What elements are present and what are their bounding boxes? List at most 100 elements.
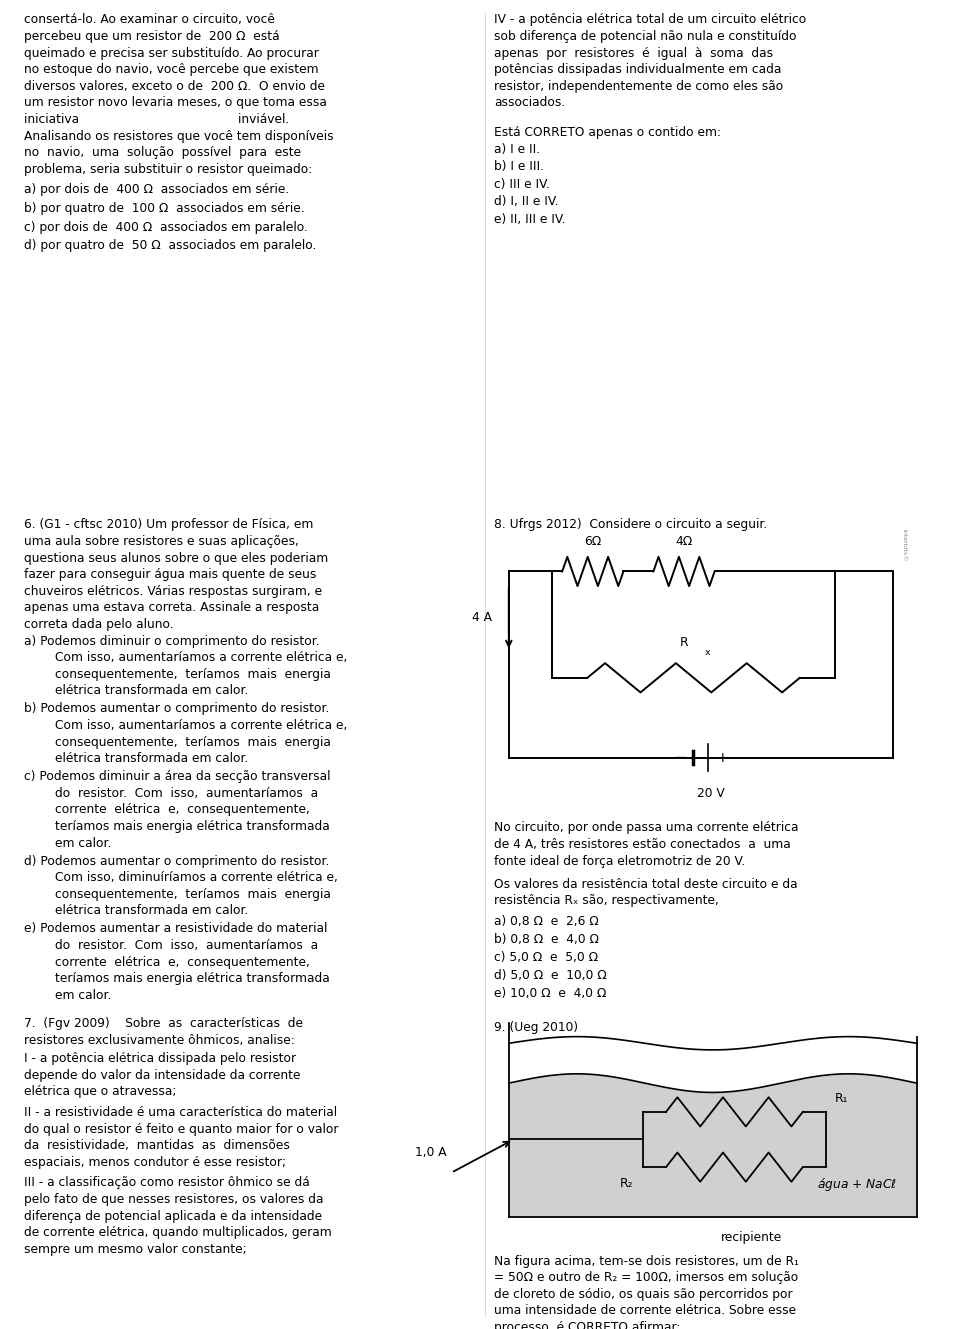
Text: no  navio,  uma  solução  possível  para  este: no navio, uma solução possível para este	[24, 146, 301, 159]
Text: percebeu que um resistor de  200 Ω  está: percebeu que um resistor de 200 Ω está	[24, 29, 279, 43]
Text: do  resistor.  Com  isso,  aumentaríamos  a: do resistor. Com isso, aumentaríamos a	[55, 938, 318, 952]
Text: em calor.: em calor.	[55, 836, 111, 849]
Text: correta dada pelo aluno.: correta dada pelo aluno.	[24, 618, 174, 631]
Text: resistência Rₓ são, respectivamente,: resistência Rₓ são, respectivamente,	[494, 894, 719, 908]
Text: Os valores da resistência total deste circuito e da: Os valores da resistência total deste ci…	[494, 878, 798, 890]
Text: um resistor novo levaria meses, o que toma essa: um resistor novo levaria meses, o que to…	[24, 96, 326, 109]
Text: sob diferença de potencial não nula e constituído: sob diferença de potencial não nula e co…	[494, 29, 797, 43]
Text: d) Podemos aumentar o comprimento do resistor.: d) Podemos aumentar o comprimento do res…	[24, 855, 329, 868]
Text: resistor, independentemente de como eles são: resistor, independentemente de como eles…	[494, 80, 783, 93]
Text: II - a resistividade é uma característica do material: II - a resistividade é uma característic…	[24, 1106, 337, 1119]
Text: espaciais, menos condutor é esse resistor;: espaciais, menos condutor é esse resisto…	[24, 1156, 286, 1170]
Text: sempre um mesmo valor constante;: sempre um mesmo valor constante;	[24, 1243, 247, 1256]
Text: R₂: R₂	[620, 1176, 634, 1189]
Text: elétrica transformada em calor.: elétrica transformada em calor.	[55, 752, 248, 766]
Text: fazer para conseguir água mais quente de seus: fazer para conseguir água mais quente de…	[24, 567, 317, 581]
Text: problema, seria substituir o resistor queimado:: problema, seria substituir o resistor qu…	[24, 162, 312, 175]
Text: d) por quatro de  50 Ω  associados em paralelo.: d) por quatro de 50 Ω associados em para…	[24, 239, 317, 253]
Text: consequentemente,  teríamos  mais  energia: consequentemente, teríamos mais energia	[55, 888, 330, 901]
Text: c) III e IV.: c) III e IV.	[494, 178, 550, 191]
Text: b) I e III.: b) I e III.	[494, 161, 544, 173]
Text: c) por dois de  400 Ω  associados em paralelo.: c) por dois de 400 Ω associados em paral…	[24, 221, 308, 234]
Text: em calor.: em calor.	[55, 989, 111, 1002]
Text: 1,0 A: 1,0 A	[415, 1147, 446, 1159]
Text: no estoque do navio, você percebe que existem: no estoque do navio, você percebe que ex…	[24, 62, 319, 76]
Text: Com isso, aumentaríamos a corrente elétrica e,: Com isso, aumentaríamos a corrente elétr…	[55, 719, 348, 732]
Text: interbits©: interbits©	[901, 529, 907, 561]
Text: −: −	[673, 750, 686, 766]
Text: apenas uma estava correta. Assinale a resposta: apenas uma estava correta. Assinale a re…	[24, 601, 320, 614]
Text: questiona seus alunos sobre o que eles poderiam: questiona seus alunos sobre o que eles p…	[24, 552, 328, 565]
Text: diferença de potencial aplicada e da intensidade: diferença de potencial aplicada e da int…	[24, 1209, 323, 1223]
Text: b) 0,8 Ω  e  4,0 Ω: b) 0,8 Ω e 4,0 Ω	[494, 933, 599, 946]
Text: No circuito, por onde passa uma corrente elétrica: No circuito, por onde passa uma corrente…	[494, 821, 799, 835]
Text: da  resistividade,  mantidas  as  dimensões: da resistividade, mantidas as dimensões	[24, 1139, 290, 1152]
Text: Analisando os resistores que você tem disponíveis: Analisando os resistores que você tem di…	[24, 129, 334, 142]
Text: b) por quatro de  100 Ω  associados em série.: b) por quatro de 100 Ω associados em sér…	[24, 202, 304, 215]
Text: Com isso, aumentaríamos a corrente elétrica e,: Com isso, aumentaríamos a corrente elétr…	[55, 651, 348, 664]
Text: fonte ideal de força eletromotriz de 20 V.: fonte ideal de força eletromotriz de 20 …	[494, 855, 746, 868]
Text: 6. (G1 - cftsc 2010) Um professor de Física, em: 6. (G1 - cftsc 2010) Um professor de Fís…	[24, 518, 313, 532]
Text: queimado e precisa ser substituído. Ao procurar: queimado e precisa ser substituído. Ao p…	[24, 47, 319, 60]
Text: resistores exclusivamente ôhmicos, analise:: resistores exclusivamente ôhmicos, anali…	[24, 1034, 295, 1047]
Text: = 50Ω e outro de R₂ = 100Ω, imersos em solução: = 50Ω e outro de R₂ = 100Ω, imersos em s…	[494, 1272, 799, 1284]
Text: diversos valores, exceto o de  200 Ω.  O envio de: diversos valores, exceto o de 200 Ω. O e…	[24, 80, 325, 93]
Text: Com isso, diminuíríamos a corrente elétrica e,: Com isso, diminuíríamos a corrente elétr…	[55, 870, 338, 884]
Text: a) por dois de  400 Ω  associados em série.: a) por dois de 400 Ω associados em série…	[24, 183, 289, 197]
Text: elétrica transformada em calor.: elétrica transformada em calor.	[55, 904, 248, 917]
Text: de 4 A, três resistores estão conectados  a  uma: de 4 A, três resistores estão conectados…	[494, 839, 791, 851]
Text: corrente  elétrica  e,  consequentemente,: corrente elétrica e, consequentemente,	[55, 956, 309, 969]
Text: d) I, II e IV.: d) I, II e IV.	[494, 195, 559, 209]
Text: do qual o resistor é feito e quanto maior for o valor: do qual o resistor é feito e quanto maio…	[24, 1123, 339, 1136]
Text: elétrica que o atravessa;: elétrica que o atravessa;	[24, 1086, 177, 1099]
Text: elétrica transformada em calor.: elétrica transformada em calor.	[55, 684, 248, 698]
Text: +: +	[716, 751, 728, 764]
Text: iniciativa                                         inviável.: iniciativa inviável.	[24, 113, 289, 126]
Text: 20 V: 20 V	[697, 787, 724, 800]
Text: consequentemente,  teríamos  mais  energia: consequentemente, teríamos mais energia	[55, 667, 330, 680]
Text: água + NaC$\ell$: água + NaC$\ell$	[817, 1176, 898, 1193]
Text: x: x	[706, 647, 710, 657]
Text: de corrente elétrica, quando multiplicados, geram: de corrente elétrica, quando multiplicad…	[24, 1227, 332, 1240]
Text: consequentemente,  teríamos  mais  energia: consequentemente, teríamos mais energia	[55, 735, 330, 748]
Text: I - a potência elétrica dissipada pelo resistor: I - a potência elétrica dissipada pelo r…	[24, 1053, 296, 1066]
Text: processo, é CORRETO afirmar:: processo, é CORRETO afirmar:	[494, 1321, 681, 1329]
Text: chuveiros elétricos. Várias respostas surgiram, e: chuveiros elétricos. Várias respostas su…	[24, 585, 323, 598]
Text: 7.  (Fgv 2009)    Sobre  as  características  de: 7. (Fgv 2009) Sobre as características d…	[24, 1017, 303, 1030]
Bar	[509, 1050, 917, 1217]
Text: uma aula sobre resistores e suas aplicações,: uma aula sobre resistores e suas aplicaç…	[24, 536, 299, 548]
Text: III - a classificação como resistor ôhmico se dá: III - a classificação como resistor ôhmi…	[24, 1176, 310, 1189]
Text: de cloreto de sódio, os quais são percorridos por: de cloreto de sódio, os quais são percor…	[494, 1288, 793, 1301]
Text: b) Podemos aumentar o comprimento do resistor.: b) Podemos aumentar o comprimento do res…	[24, 702, 329, 715]
Text: 4 A: 4 A	[471, 611, 492, 625]
Text: c) Podemos diminuir a área da secção transversal: c) Podemos diminuir a área da secção tra…	[24, 769, 330, 783]
Text: recipiente: recipiente	[721, 1231, 781, 1244]
Text: pelo fato de que nesses resistores, os valores da: pelo fato de que nesses resistores, os v…	[24, 1193, 324, 1207]
Text: 9. (Ueg 2010): 9. (Ueg 2010)	[494, 1021, 579, 1034]
Text: 6Ω: 6Ω	[585, 534, 601, 548]
Text: Está CORRETO apenas o contido em:: Está CORRETO apenas o contido em:	[494, 126, 721, 140]
Text: consertá-lo. Ao examinar o circuito, você: consertá-lo. Ao examinar o circuito, voc…	[24, 13, 275, 27]
Text: a) Podemos diminuir o comprimento do resistor.: a) Podemos diminuir o comprimento do res…	[24, 634, 320, 647]
Text: 8. Ufrgs 2012)  Considere o circuito a seguir.: 8. Ufrgs 2012) Considere o circuito a se…	[494, 518, 768, 532]
Text: corrente  elétrica  e,  consequentemente,: corrente elétrica e, consequentemente,	[55, 803, 309, 816]
Text: d) 5,0 Ω  e  10,0 Ω: d) 5,0 Ω e 10,0 Ω	[494, 969, 607, 982]
Text: do  resistor.  Com  isso,  aumentaríamos  a: do resistor. Com isso, aumentaríamos a	[55, 787, 318, 800]
Text: associados.: associados.	[494, 96, 565, 109]
Text: teríamos mais energia elétrica transformada: teríamos mais energia elétrica transform…	[55, 971, 329, 985]
Text: IV - a potência elétrica total de um circuito elétrico: IV - a potência elétrica total de um cir…	[494, 13, 806, 27]
Text: a) I e II.: a) I e II.	[494, 142, 540, 155]
Text: uma intensidade de corrente elétrica. Sobre esse: uma intensidade de corrente elétrica. So…	[494, 1305, 797, 1317]
Text: a) 0,8 Ω  e  2,6 Ω: a) 0,8 Ω e 2,6 Ω	[494, 916, 599, 928]
Text: 4Ω: 4Ω	[676, 534, 692, 548]
Text: e) Podemos aumentar a resistividade do material: e) Podemos aumentar a resistividade do m…	[24, 922, 327, 936]
Text: Na figura acima, tem-se dois resistores, um de R₁: Na figura acima, tem-se dois resistores,…	[494, 1255, 800, 1268]
Text: apenas  por  resistores  é  igual  à  soma  das: apenas por resistores é igual à soma das	[494, 47, 774, 60]
Text: potências dissipadas individualmente em cada: potências dissipadas individualmente em …	[494, 62, 781, 76]
Text: e) 10,0 Ω  e  4,0 Ω: e) 10,0 Ω e 4,0 Ω	[494, 987, 607, 999]
Text: R: R	[680, 635, 688, 649]
Text: teríamos mais energia elétrica transformada: teríamos mais energia elétrica transform…	[55, 820, 329, 833]
Text: e) II, III e IV.: e) II, III e IV.	[494, 213, 565, 226]
Text: c) 5,0 Ω  e  5,0 Ω: c) 5,0 Ω e 5,0 Ω	[494, 952, 598, 964]
Polygon shape	[509, 1010, 917, 1092]
